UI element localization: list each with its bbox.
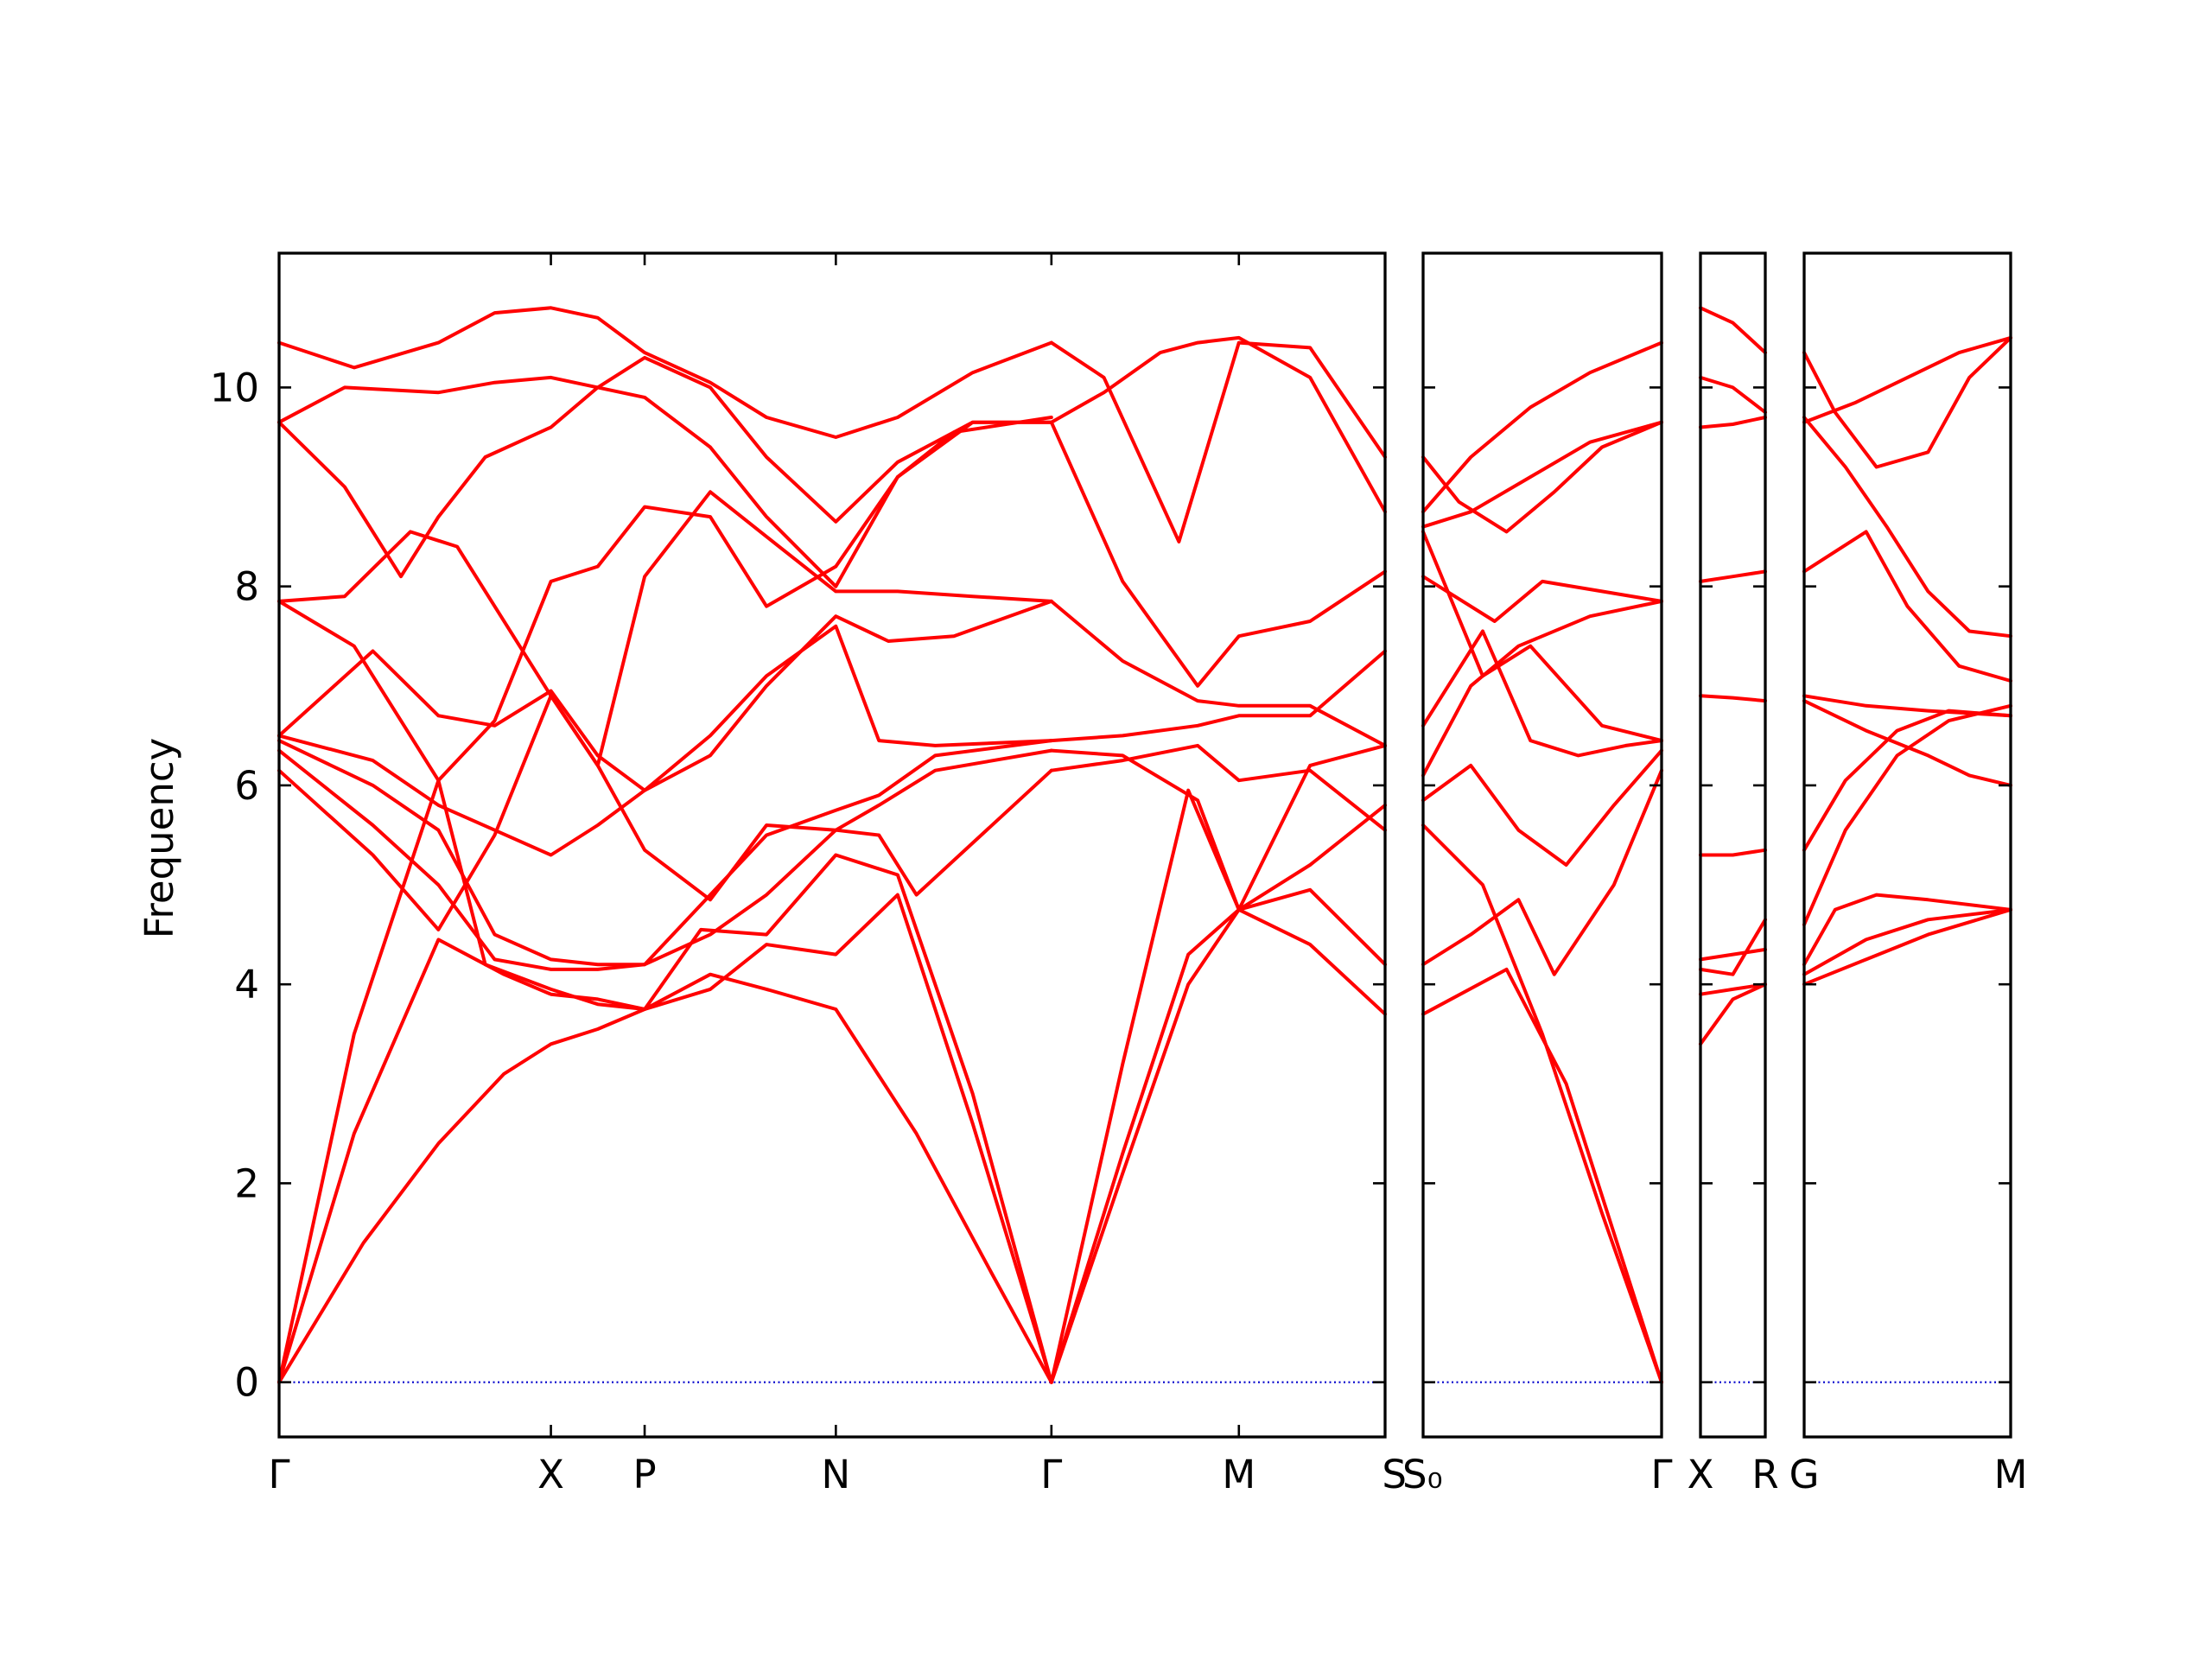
y-tick-label: 10 [210, 365, 259, 410]
y-tick-label: 0 [234, 1360, 259, 1406]
phonon-band [1421, 629, 1663, 758]
x-tick-label: M [1994, 1452, 2028, 1497]
phonon-band [1421, 599, 1663, 778]
phonon-band [1802, 530, 2012, 683]
x-tick-label: Γ [1650, 1452, 1672, 1497]
phonon-band [1802, 416, 2012, 639]
phonon-band [1699, 569, 1767, 583]
phonon-band [1421, 420, 1663, 534]
phonon-band [1049, 788, 1387, 1384]
phonon-band [1421, 748, 1663, 867]
x-tick-label: P [632, 1452, 656, 1497]
phonon-band [1699, 848, 1767, 857]
phonon-band [1421, 340, 1663, 514]
phonon-band [1802, 907, 2012, 987]
panel-frame [1421, 251, 1663, 1439]
y-tick-label: 4 [234, 962, 259, 1007]
phonon-band [277, 694, 1053, 931]
phonon-band [277, 748, 1053, 971]
phonon-band [1049, 907, 1387, 1384]
phonon-band [1699, 982, 1767, 1046]
y-axis-title: Frequency [137, 738, 182, 938]
phonon-band [1049, 335, 1387, 514]
phonon-band [277, 375, 1053, 588]
phonon-band [1699, 918, 1767, 976]
y-tick-label: 8 [234, 564, 259, 610]
phonon-band [277, 599, 1053, 792]
y-tick-label: 6 [234, 763, 259, 809]
x-tick-label: M [1222, 1452, 1255, 1497]
panel-frame [1802, 251, 2012, 1439]
phonon-band [1699, 375, 1767, 415]
phonon-band [1699, 306, 1767, 355]
phonon-band [1699, 416, 1767, 429]
phonon-band [1049, 599, 1387, 747]
phonon-band [277, 779, 1053, 1384]
phonon-band [1421, 768, 1663, 976]
phonon-band [1699, 694, 1767, 703]
phonon-band [1049, 743, 1387, 912]
phonon-band [1049, 649, 1387, 743]
phonon-band [1699, 947, 1767, 962]
phonon-band [277, 355, 1053, 579]
phonon-band [277, 490, 1053, 767]
phonon-band [1802, 893, 2012, 967]
phonon-band [277, 624, 1053, 857]
x-tick-label: Γ [1040, 1452, 1062, 1497]
phonon-band [1049, 743, 1387, 832]
x-tick-label: X [537, 1452, 564, 1497]
x-tick-label: R [1751, 1452, 1778, 1497]
phonon-band [277, 416, 1053, 783]
panel-frame [1699, 251, 1767, 1439]
phonon-band [1802, 699, 2012, 787]
y-tick-label: 2 [234, 1160, 259, 1206]
phonon-band [1421, 823, 1663, 1384]
phonon-band [1049, 340, 1387, 543]
phonon-band [277, 306, 1053, 439]
phonon-band [1421, 420, 1663, 529]
phonon-band [1049, 420, 1387, 688]
y-tick-labels: 0 2 4 6 8 10 [210, 365, 259, 1405]
phonon-band [1802, 694, 2012, 718]
phonon-band [1421, 530, 1663, 743]
phonon-band [1421, 967, 1663, 1384]
band-panel-2: S₀ Γ [1402, 251, 1673, 1497]
phonon-band [1802, 907, 2012, 976]
phonon-band [1802, 703, 2012, 927]
phonon-band [277, 893, 1053, 1384]
phonon-band [1699, 982, 1767, 996]
phonon-band [277, 739, 1053, 967]
x-tick-label: Γ [268, 1452, 289, 1497]
x-tick-label: N [822, 1452, 851, 1497]
x-tick-label: S₀ [1402, 1452, 1443, 1497]
panel-frame [277, 251, 1387, 1439]
x-tick-label: X [1688, 1452, 1714, 1497]
phonon-band [1802, 709, 2012, 852]
phonon-band [1049, 887, 1387, 1384]
x-tick-label: S [1382, 1452, 1407, 1497]
phonon-band [1802, 335, 2012, 469]
x-tick-label: G [1789, 1452, 1820, 1497]
phonon-band [1421, 575, 1663, 623]
phonon-band [1802, 335, 2012, 424]
band-panels: Γ X P N Γ M SS₀ Γ X R G M [268, 251, 2028, 1497]
